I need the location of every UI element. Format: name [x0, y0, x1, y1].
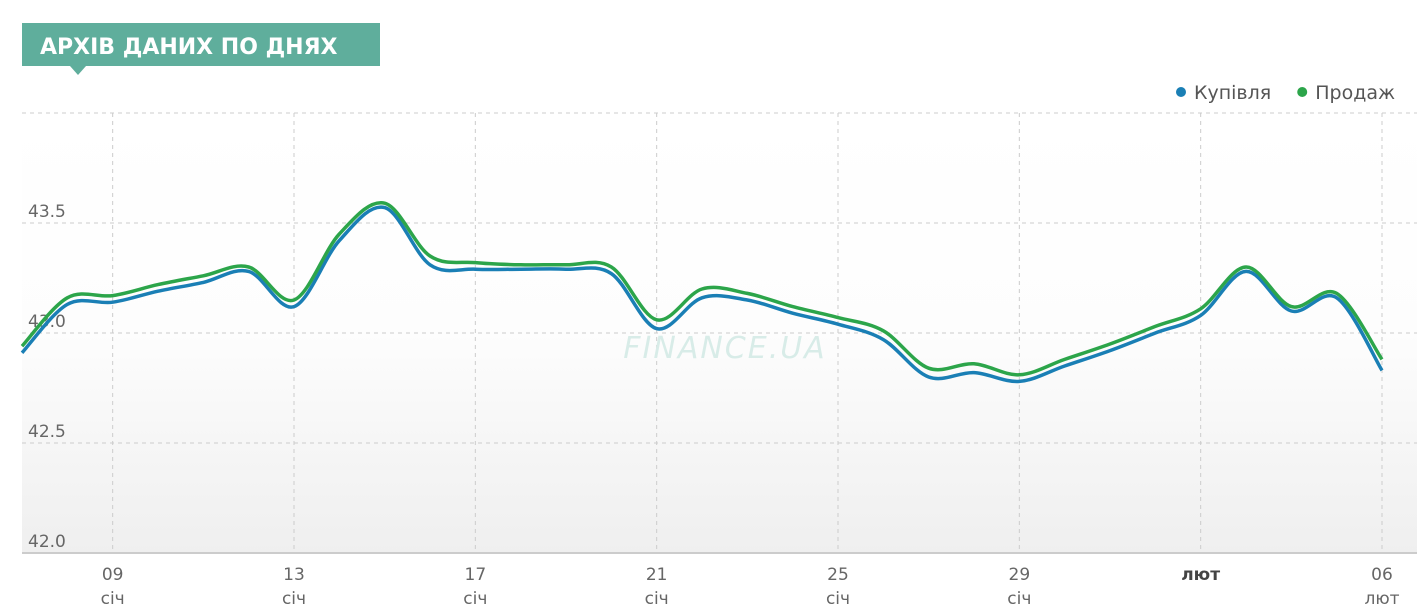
x-tick-label: 21	[646, 565, 668, 585]
x-tick-label: 29	[1009, 565, 1031, 585]
x-tick-label: 09	[102, 565, 124, 585]
title: АРХІВ ДАНИХ ПО ДНЯХ	[40, 35, 338, 60]
x-tick-label: січ	[1007, 589, 1031, 609]
badge-pointer	[70, 66, 86, 75]
badge-bg	[22, 23, 380, 66]
x-tick-label: 17	[465, 565, 487, 585]
watermark: FINANCE.UA	[623, 331, 826, 366]
x-tick-label: 13	[283, 565, 305, 585]
x-tick-label: січ	[463, 589, 487, 609]
y-tick-label: 42.5	[28, 422, 66, 442]
x-tick-label: 25	[827, 565, 849, 585]
legend-label: Купівля	[1194, 82, 1271, 104]
x-tick-label: січ	[282, 589, 306, 609]
legend-marker	[1176, 87, 1186, 97]
series-line	[20, 205, 1384, 384]
legend-label: Продаж	[1315, 82, 1395, 104]
x-tick-label: лют	[1181, 565, 1220, 585]
y-tick-label: 43.5	[28, 202, 66, 222]
x-tick-label: лют	[1364, 589, 1399, 609]
x-tick-label: січ	[101, 589, 125, 609]
x-tick-label: 06	[1371, 565, 1393, 585]
x-tick-label: січ	[645, 589, 669, 609]
legend-marker	[1297, 87, 1308, 97]
x-tick-label: січ	[826, 589, 850, 609]
title-badge: АРХІВ ДАНИХ ПО ДНЯХ	[22, 23, 380, 75]
y-tick-label: 42.0	[28, 532, 66, 552]
series-line	[20, 201, 1384, 377]
